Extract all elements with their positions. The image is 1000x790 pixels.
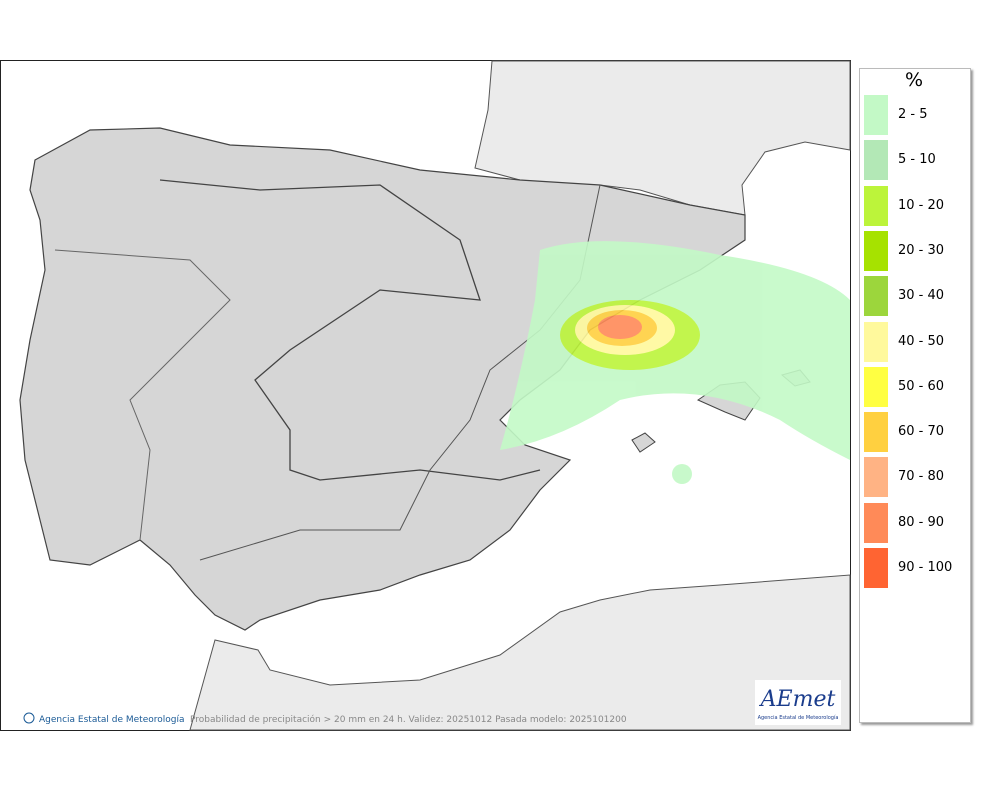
legend-label: 5 - 10 xyxy=(898,152,936,168)
legend-swatch xyxy=(864,140,888,181)
legend-title: % xyxy=(904,69,924,91)
credit-icon xyxy=(23,712,35,724)
logo-subtitle: Agencia Estatal de Meteorología xyxy=(758,714,839,721)
legend-label: 50 - 60 xyxy=(898,378,945,394)
credit: Agencia Estatal de Meteorología xyxy=(39,715,185,725)
legend-label: 2 - 5 xyxy=(898,107,928,122)
legend-swatch xyxy=(864,502,888,543)
legend-swatch xyxy=(864,276,888,317)
legend-swatch xyxy=(864,95,888,135)
logo: AEmet xyxy=(759,687,836,712)
legend-swatch xyxy=(864,366,888,407)
legend-label: 60 - 70 xyxy=(898,424,945,440)
legend-swatch xyxy=(864,412,888,453)
ibiza xyxy=(631,432,656,453)
legend-swatch xyxy=(864,548,888,588)
legend-label: 80 - 90 xyxy=(898,514,945,530)
precip-area xyxy=(500,241,850,484)
legend-label: 30 - 40 xyxy=(898,288,945,304)
legend-swatch xyxy=(864,230,888,271)
legend-swatch xyxy=(864,321,888,362)
regions xyxy=(159,179,541,481)
legend: % 2 - 5 5 - 10 10 - 20 20 - 30 30 - 40 40 - 5… xyxy=(859,68,971,723)
legend-label: 10 - 20 xyxy=(898,197,945,213)
caption: Probabilidad de precipitación > 20 mm en… xyxy=(190,714,627,725)
logo-box xyxy=(755,680,841,725)
africa xyxy=(189,574,851,731)
regions xyxy=(54,249,231,541)
legend-label: 90 - 100 xyxy=(898,560,953,575)
legend-swatch xyxy=(864,457,888,498)
legend-label: 40 - 50 xyxy=(898,333,945,349)
legend-label: 20 - 30 xyxy=(898,242,945,258)
legend-label: 70 - 80 xyxy=(898,469,945,485)
legend-swatch xyxy=(864,185,888,226)
map: Agencia Estatal de Meteorología Probabil… xyxy=(0,60,851,731)
